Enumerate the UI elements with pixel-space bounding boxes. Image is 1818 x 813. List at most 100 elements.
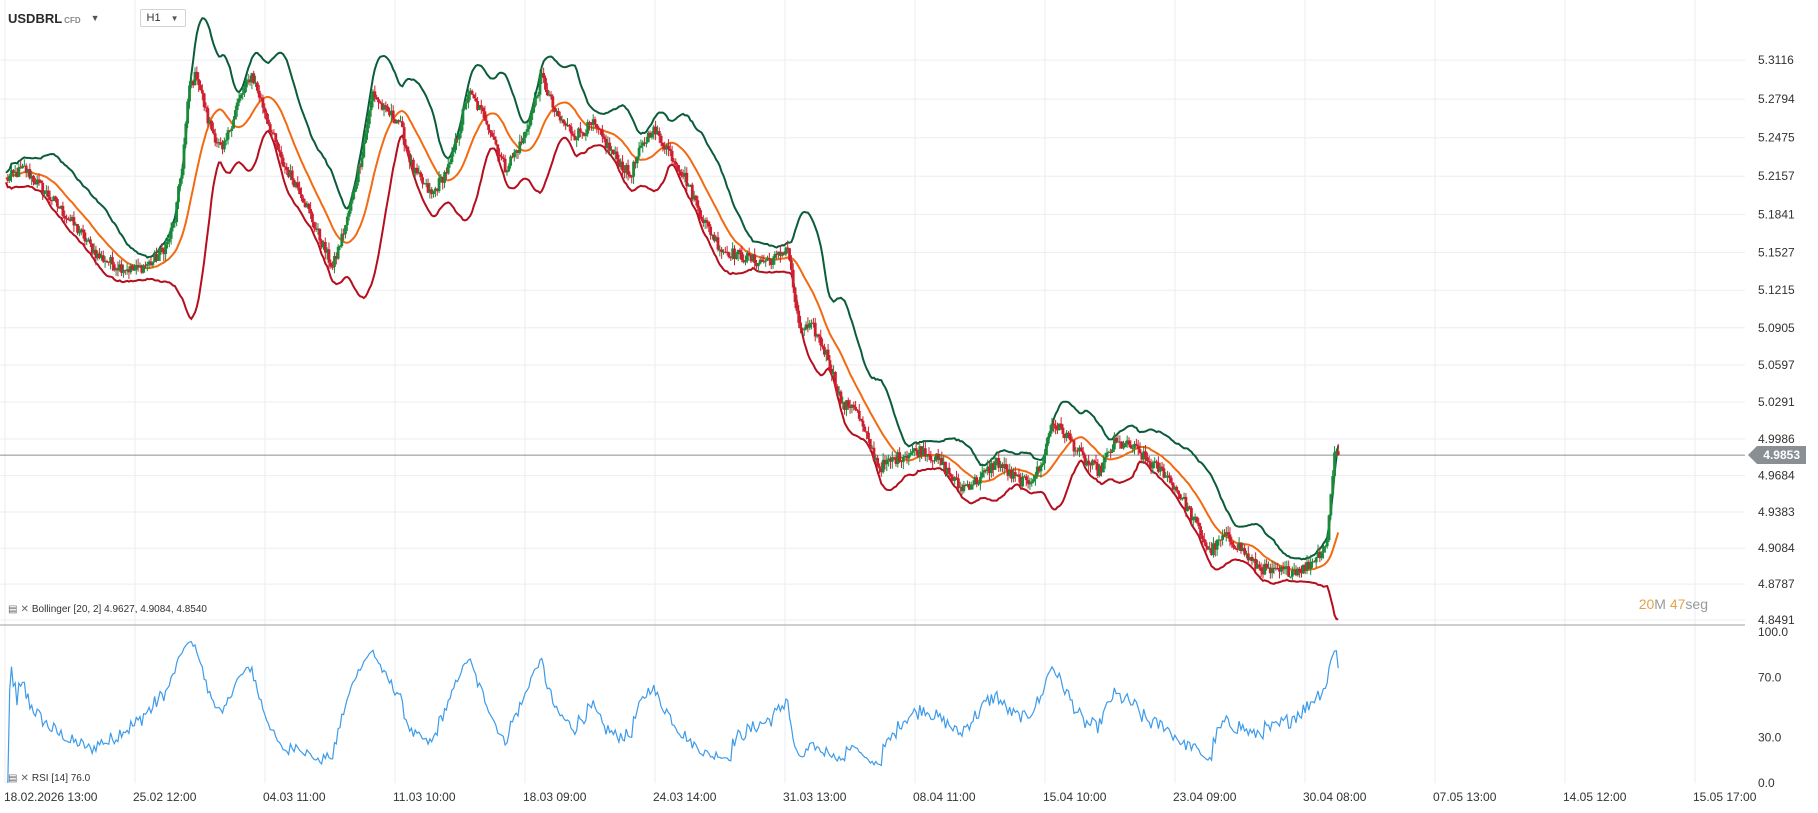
candle-body <box>657 131 661 136</box>
timeframe-selector[interactable]: H1 ▼ <box>139 9 186 27</box>
candle-body <box>274 133 278 143</box>
candle-body <box>889 458 892 462</box>
candle-body <box>11 170 15 173</box>
candle-body <box>1043 455 1047 464</box>
candle-body <box>672 160 676 162</box>
candle-body <box>1173 486 1177 490</box>
candle-body <box>1323 546 1327 548</box>
candle-body <box>756 263 760 267</box>
candle-body <box>283 166 287 168</box>
candle-body <box>1023 476 1026 478</box>
candle-body <box>178 178 182 187</box>
candle-body <box>977 483 980 485</box>
candle-body <box>199 84 202 91</box>
candle-body <box>1037 466 1041 472</box>
candle-body <box>1026 480 1030 484</box>
candle-body <box>775 253 779 256</box>
candle-body <box>744 260 747 263</box>
candle-body <box>131 265 135 271</box>
candle-body <box>1136 445 1140 450</box>
rsi-close-icon[interactable]: ✕ <box>20 773 29 784</box>
candle-body <box>670 150 674 161</box>
indicator-settings-icon[interactable]: ▤ <box>8 604 18 615</box>
candle-body <box>734 254 738 259</box>
candle-body <box>78 232 81 234</box>
candle-body <box>1305 561 1309 571</box>
candle-body <box>278 149 281 152</box>
candle-body <box>70 217 74 221</box>
candle-body <box>1162 468 1166 478</box>
candle-body <box>1006 469 1010 476</box>
candle-body <box>696 200 700 208</box>
candle-body <box>446 164 450 174</box>
candle-body <box>900 460 903 463</box>
candle-body <box>940 457 944 465</box>
chart-toolbar: USDBRL CFD ▼ H1 ▼ <box>8 8 186 28</box>
candle-body <box>421 177 424 184</box>
candle-body <box>347 210 351 217</box>
candle-body <box>789 260 793 270</box>
candle-body <box>408 153 412 163</box>
candle-body <box>665 145 668 150</box>
candle-body <box>235 102 239 111</box>
candle-body <box>934 453 938 461</box>
candle-body <box>720 249 724 252</box>
candle-body <box>1274 567 1278 569</box>
candle-body <box>221 144 224 150</box>
candle-body <box>709 226 713 235</box>
candle-body <box>13 171 17 173</box>
candle-body <box>1030 481 1034 484</box>
candle-body <box>186 101 190 124</box>
candle-body <box>342 233 346 235</box>
candle-body <box>718 249 722 251</box>
candle-body <box>333 256 336 267</box>
symbol-type: CFD <box>64 15 81 25</box>
candle-body <box>1114 437 1118 443</box>
candle-body <box>516 150 520 153</box>
candle-body <box>76 224 79 233</box>
candle-body <box>883 459 887 465</box>
candle-body <box>1312 561 1316 563</box>
candle-body <box>1070 440 1074 442</box>
candle-body <box>991 463 995 470</box>
candle-body <box>8 175 12 181</box>
candle-body <box>769 259 773 265</box>
indicator-close-icon[interactable]: ✕ <box>20 604 29 615</box>
candle-body <box>1191 517 1195 521</box>
candle-body <box>1195 516 1199 523</box>
candle-body <box>263 107 267 113</box>
candle-body <box>384 105 388 107</box>
candle-body <box>171 223 175 228</box>
candle-body <box>162 249 166 255</box>
candle-body <box>654 126 657 135</box>
candle-body <box>1024 476 1028 481</box>
candle-body <box>652 126 656 135</box>
candle-body <box>1169 477 1173 483</box>
candle-body <box>1111 449 1114 453</box>
candle-body <box>760 259 764 262</box>
candle-body <box>197 79 201 85</box>
candle-body <box>353 188 357 193</box>
candle-body <box>810 322 813 324</box>
candle-body <box>311 213 314 223</box>
y-tick-label: 5.3116 <box>1758 53 1794 67</box>
candle-body <box>213 133 217 143</box>
candle-body <box>388 111 391 116</box>
candle-body <box>483 111 487 121</box>
candle-body <box>184 123 188 145</box>
candle-body <box>780 252 784 256</box>
candle-body <box>1001 464 1004 469</box>
candle-body <box>369 100 373 111</box>
candle-body <box>1164 476 1168 478</box>
x-tick-label: 15.04 10:00 <box>1043 790 1107 804</box>
candle-body <box>1232 544 1236 548</box>
symbol-dropdown-icon[interactable]: ▼ <box>90 13 100 23</box>
candle-body <box>169 227 173 239</box>
bollinger-middle-band <box>5 95 1340 572</box>
symbol-selector[interactable]: USDBRL CFD <box>8 11 81 26</box>
candle-body <box>103 261 107 263</box>
rsi-settings-icon[interactable]: ▤ <box>8 773 18 784</box>
candle-body <box>1138 449 1142 454</box>
candle-body <box>450 152 454 163</box>
